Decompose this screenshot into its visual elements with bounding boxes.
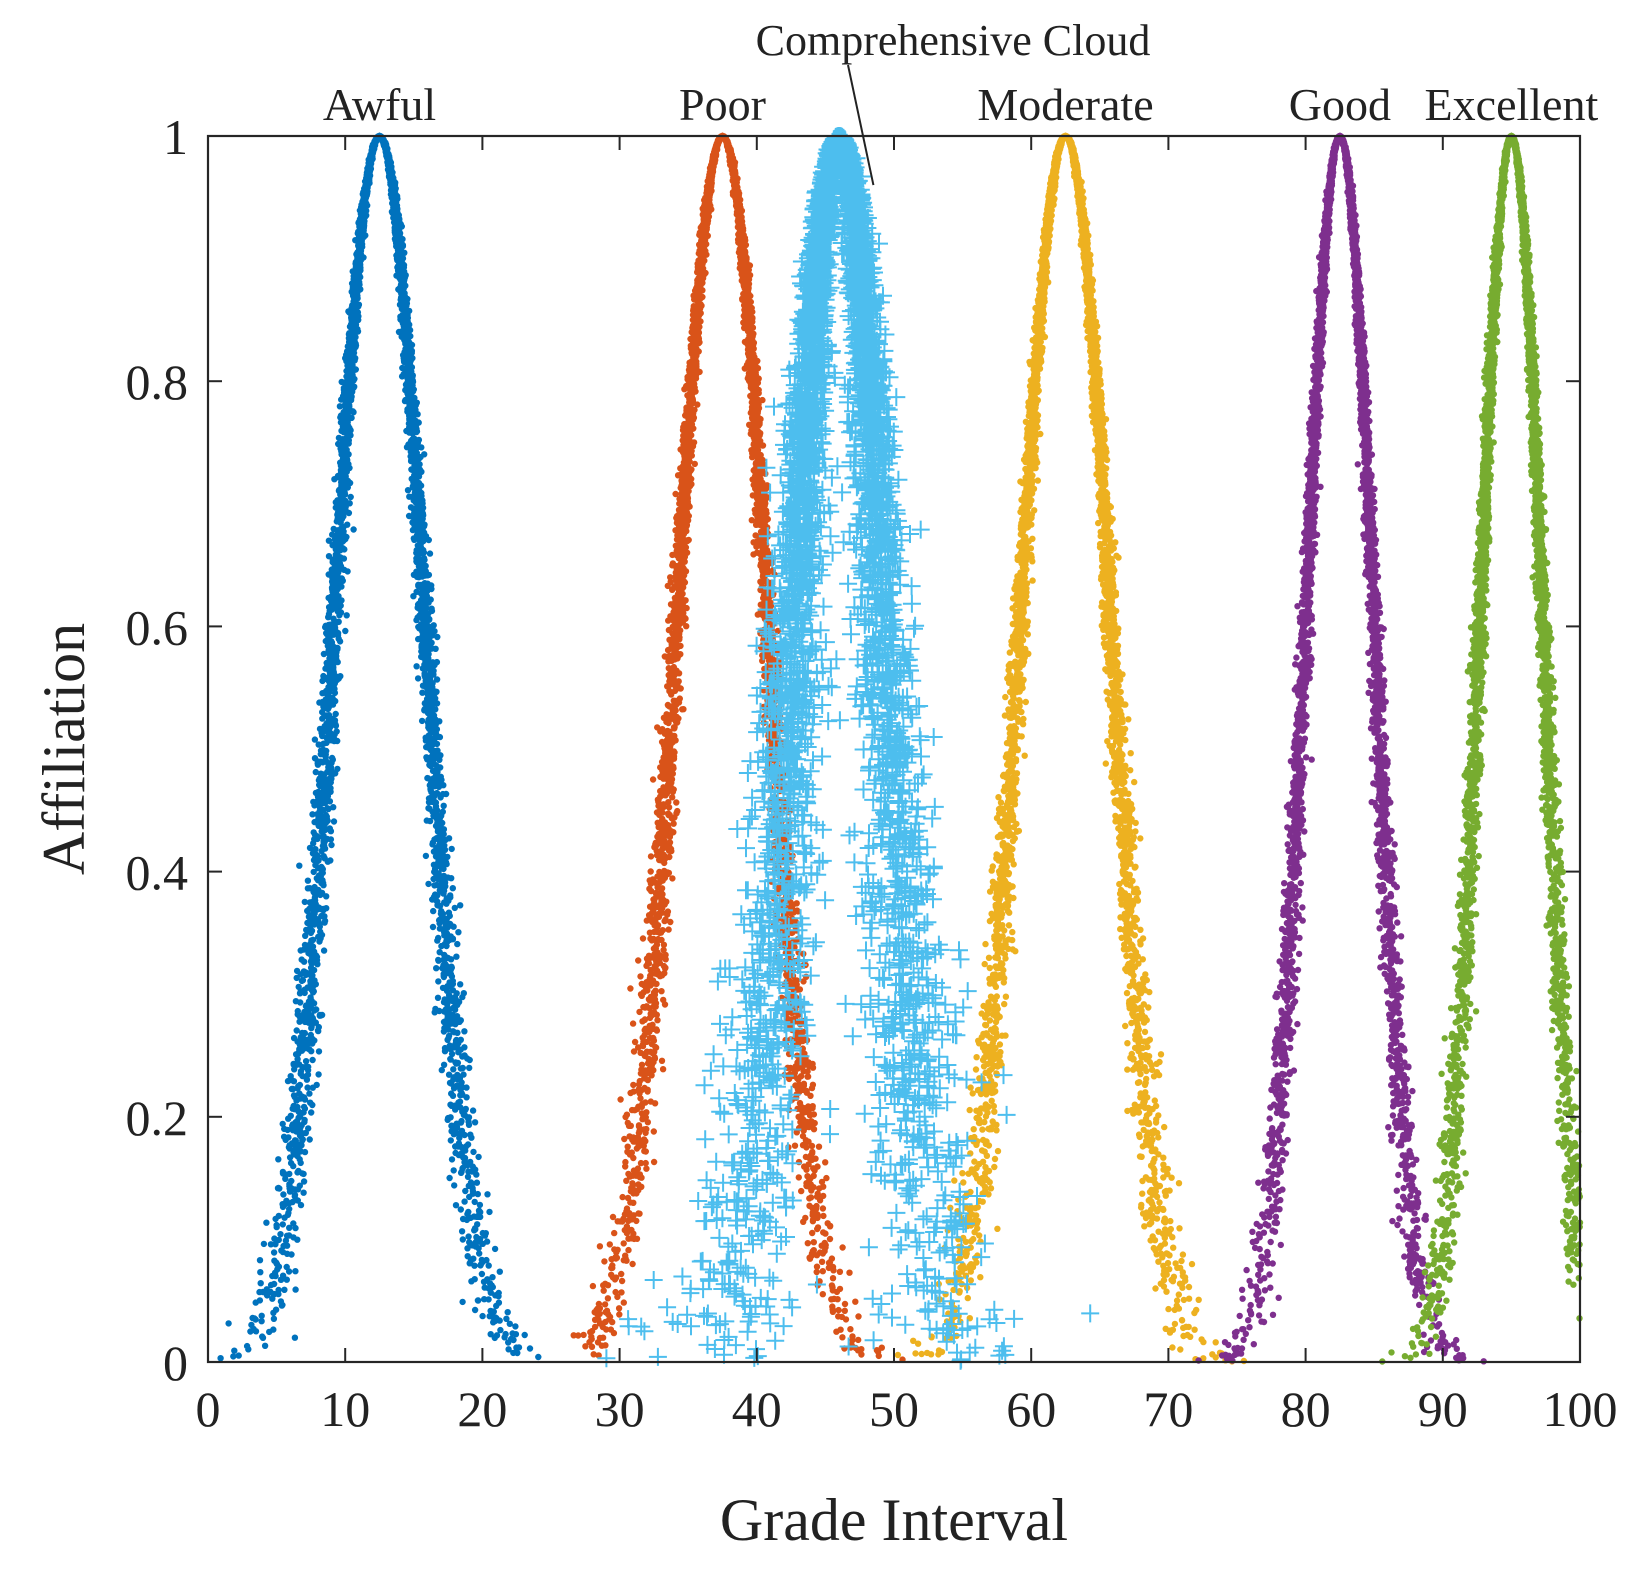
y-tick-label: 1 [163, 109, 188, 165]
x-tick-label: 70 [1143, 1381, 1193, 1437]
annotations: Comprehensive Cloud [756, 16, 1151, 186]
y-tick-label: 0.8 [126, 354, 189, 410]
data-points [217, 127, 1584, 1370]
x-tick-label: 50 [869, 1381, 919, 1437]
cloud-label-good: Good [1289, 79, 1391, 130]
cloud-labels: Awful Poor Moderate Good Excellent [323, 79, 1599, 130]
x-tick-label: 30 [595, 1381, 645, 1437]
data-point [597, 127, 1100, 1370]
x-tick-label: 90 [1418, 1381, 1468, 1437]
data-point [570, 132, 906, 1363]
data-point [217, 132, 542, 1362]
series-moderate [894, 132, 1248, 1365]
x-tick-label: 40 [732, 1381, 782, 1437]
cloud-label-poor: Poor [679, 79, 766, 130]
x-tick-label: 10 [320, 1381, 370, 1437]
y-axis-title: Affiliation [31, 623, 97, 875]
data-point [894, 132, 1248, 1365]
axis-ticks: 0 10 20 30 40 50 60 70 80 90 100 0 0.2 0.4 0.6 0.8 1 [126, 109, 1618, 1437]
cloud-label-awful: Awful [323, 79, 436, 130]
y-tick-label: 0 [163, 1335, 188, 1391]
x-tick-label: 100 [1543, 1381, 1618, 1437]
y-tick-label: 0.6 [126, 599, 189, 655]
series-awful [217, 132, 542, 1362]
series-poor [570, 132, 906, 1363]
y-tick-label: 0.4 [126, 845, 189, 901]
annotation-comprehensive-cloud: Comprehensive Cloud [756, 16, 1151, 65]
cloud-label-excellent: Excellent [1425, 79, 1599, 130]
cloud-label-moderate: Moderate [977, 79, 1153, 130]
x-tick-label: 80 [1281, 1381, 1331, 1437]
series-excellent [1379, 132, 1584, 1365]
annotation-leader-line [847, 64, 875, 186]
x-tick-label: 20 [457, 1381, 507, 1437]
x-tick-label: 0 [196, 1381, 221, 1437]
x-axis-title: Grade Interval [720, 1487, 1068, 1553]
series-comprehensive-cloud [597, 127, 1100, 1370]
x-tick-label: 60 [1006, 1381, 1056, 1437]
data-point [1379, 132, 1584, 1365]
y-tick-label: 0.2 [126, 1090, 189, 1146]
